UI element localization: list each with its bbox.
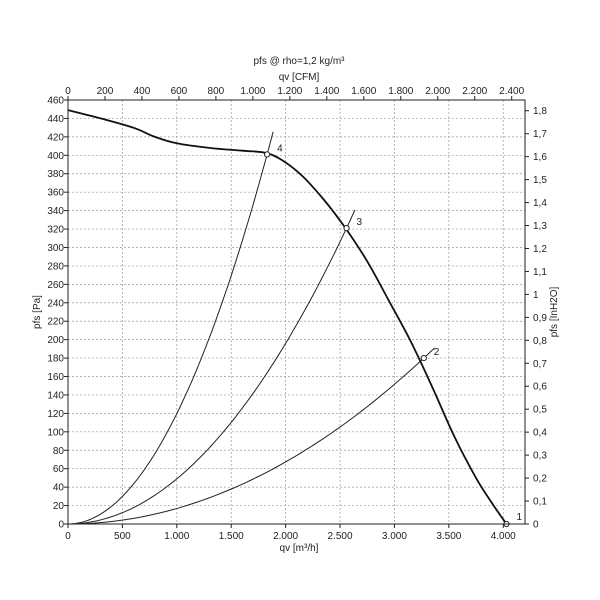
x-tick-label: 3.000 bbox=[382, 531, 407, 542]
axis-ticks: 0 500 1.000 1.500 2.000 2.500 3.000 3.500 4.000 0… bbox=[47, 86, 547, 542]
y-tick-label: 400 bbox=[47, 151, 64, 162]
y2-tick-label: 0 bbox=[533, 520, 539, 531]
y-tick-label: 120 bbox=[47, 409, 64, 420]
x-tick-label: 500 bbox=[114, 531, 131, 542]
y-tick-label: 380 bbox=[47, 169, 64, 180]
y-tick-label: 340 bbox=[47, 206, 64, 217]
x-tick-label: 3.500 bbox=[436, 531, 461, 542]
y2-tick-label: 1,8 bbox=[533, 106, 547, 117]
left-y-axis-title: pfs [Pa] bbox=[32, 295, 43, 329]
y2-tick-label: 1,1 bbox=[533, 267, 547, 278]
y2-tick-label: 0,2 bbox=[533, 474, 547, 485]
chart-title: pfs @ rho=1,2 kg/m³ bbox=[253, 56, 345, 67]
y2-tick-label: 0,5 bbox=[533, 405, 547, 416]
y-tick-label: 200 bbox=[47, 335, 64, 346]
operating-point-4 bbox=[264, 151, 271, 158]
y2-tick-label: 1,2 bbox=[533, 244, 547, 255]
right-y-axis-title: pfs [InH2O] bbox=[549, 286, 560, 337]
x2-tick-label: 0 bbox=[65, 86, 71, 97]
x-tick-label: 1.000 bbox=[164, 531, 189, 542]
y-tick-label: 40 bbox=[53, 483, 65, 494]
operating-point-2 bbox=[420, 354, 427, 362]
x2-tick-label: 1.800 bbox=[388, 86, 413, 97]
y2-tick-label: 0,4 bbox=[533, 428, 547, 439]
y2-tick-label: 0,3 bbox=[533, 451, 547, 462]
x2-tick-label: 1.000 bbox=[240, 86, 265, 97]
y2-tick-label: 1,5 bbox=[533, 175, 547, 186]
operating-point-label: 1 bbox=[517, 512, 523, 523]
x2-tick-label: 1.600 bbox=[351, 86, 376, 97]
operating-point-label: 2 bbox=[434, 347, 440, 358]
x2-tick-label: 200 bbox=[97, 86, 114, 97]
y-tick-label: 60 bbox=[53, 464, 65, 475]
x-tick-label: 1.500 bbox=[219, 531, 244, 542]
y2-tick-label: 0,6 bbox=[533, 382, 547, 393]
y-tick-label: 180 bbox=[47, 354, 64, 365]
system-curves bbox=[67, 131, 435, 525]
operating-point-label: 3 bbox=[357, 217, 363, 228]
y2-tick-label: 1,6 bbox=[533, 152, 547, 163]
x-tick-label: 4.000 bbox=[491, 531, 516, 542]
system-curve-3 bbox=[67, 209, 356, 525]
fan-curve-layer bbox=[67, 109, 508, 525]
system-curve-4 bbox=[67, 131, 274, 525]
y-tick-label: 160 bbox=[47, 372, 64, 383]
top-x-axis-title: qv [CFM] bbox=[279, 72, 320, 83]
y-tick-label: 20 bbox=[53, 501, 65, 512]
x2-tick-label: 800 bbox=[208, 86, 225, 97]
operating-points: 1 2 3 4 bbox=[264, 143, 523, 528]
y-tick-label: 0 bbox=[58, 520, 64, 531]
y2-tick-label: 1,4 bbox=[533, 198, 547, 209]
y2-tick-label: 1,3 bbox=[533, 221, 547, 232]
system-curve-2 bbox=[68, 347, 435, 525]
y2-tick-label: 0,9 bbox=[533, 313, 547, 324]
x2-tick-label: 1.400 bbox=[314, 86, 339, 97]
y2-tick-label: 0,8 bbox=[533, 336, 547, 347]
fan-curve bbox=[67, 109, 508, 525]
y-tick-label: 460 bbox=[47, 96, 64, 107]
x-tick-label: 2.500 bbox=[328, 531, 353, 542]
y-tick-label: 140 bbox=[47, 390, 64, 401]
y-tick-label: 360 bbox=[47, 188, 64, 199]
bottom-x-axis-title: qv [m³/h] bbox=[280, 543, 319, 554]
y-tick-label: 320 bbox=[47, 225, 64, 236]
operating-point-3 bbox=[343, 225, 350, 232]
y-tick-label: 300 bbox=[47, 243, 64, 254]
y-tick-label: 280 bbox=[47, 261, 64, 272]
y-tick-label: 420 bbox=[47, 132, 64, 143]
x2-tick-label: 400 bbox=[134, 86, 151, 97]
y2-tick-label: 0,7 bbox=[533, 359, 547, 370]
x-tick-label: 2.000 bbox=[273, 531, 298, 542]
y2-tick-label: 1,7 bbox=[533, 129, 547, 140]
y-tick-label: 220 bbox=[47, 317, 64, 328]
y-tick-label: 240 bbox=[47, 298, 64, 309]
x2-tick-label: 600 bbox=[171, 86, 188, 97]
x2-tick-label: 1.200 bbox=[277, 86, 302, 97]
y-tick-label: 100 bbox=[47, 427, 64, 438]
y2-tick-label: 0,1 bbox=[533, 497, 547, 508]
x2-tick-label: 2.200 bbox=[462, 86, 487, 97]
operating-point-label: 4 bbox=[277, 143, 283, 154]
x2-tick-label: 2.000 bbox=[425, 86, 450, 97]
x2-tick-label: 2.400 bbox=[499, 86, 524, 97]
y2-tick-label: 1 bbox=[533, 290, 539, 301]
y-tick-label: 80 bbox=[53, 446, 65, 457]
plot-frame bbox=[67, 99, 526, 525]
y-tick-label: 260 bbox=[47, 280, 64, 291]
x-tick-label: 0 bbox=[65, 531, 71, 542]
y-tick-label: 440 bbox=[47, 114, 64, 125]
grid-lines bbox=[67, 99, 525, 525]
